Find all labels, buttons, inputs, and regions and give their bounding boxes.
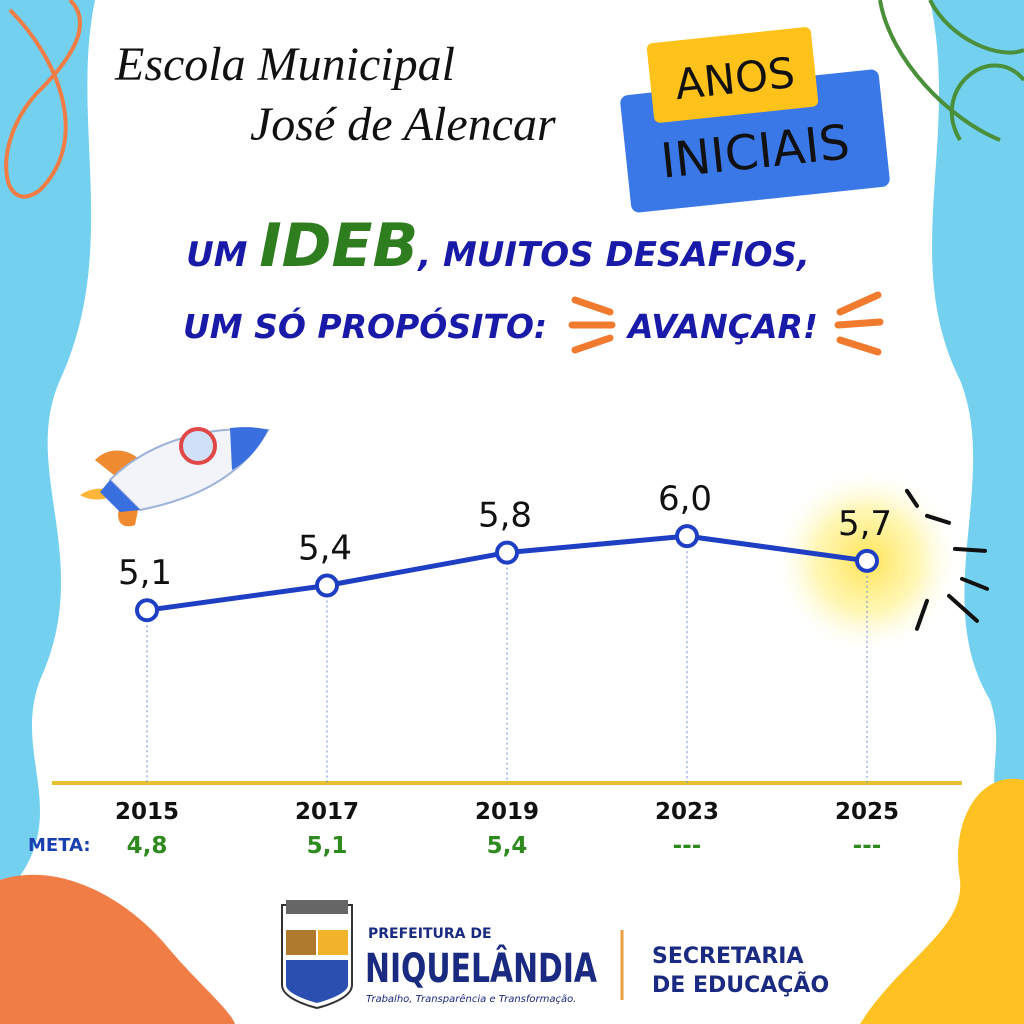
headline-highlight: IDEB — [259, 211, 418, 281]
meta-label: META: — [28, 835, 91, 856]
school-name: Escola Municipal — [114, 38, 455, 91]
burst-line — [947, 593, 979, 623]
burst-line — [925, 513, 951, 525]
data-point — [135, 598, 159, 623]
data-label: 5,4 — [298, 529, 352, 569]
burst-line — [905, 488, 919, 508]
headline-part: UM — [186, 235, 259, 275]
x-tick-label: 2017 — [295, 799, 359, 825]
rocket-icon — [80, 427, 270, 527]
badge-bg — [646, 27, 819, 123]
department: DE EDUCAÇÃO — [652, 972, 829, 998]
headline: AVANÇAR! — [625, 307, 818, 346]
city-name: NIQUELÂNDIA — [365, 944, 597, 992]
meta-value: 4,8 — [127, 833, 168, 859]
headline-part: , MUITOS DESAFIOS, — [416, 235, 810, 275]
burst-line — [915, 598, 929, 631]
x-tick-label: 2025 — [835, 799, 899, 825]
line-chart: 5,1 2015 4,8 5,4 2017 5,1 5,8 2019 5,4 6,0 2023 ---… — [28, 465, 989, 859]
headline: UM SÓ PROPÓSITO: — [183, 306, 547, 346]
slogan: Trabalho, Transparência e Transformação. — [366, 993, 576, 1005]
data-point — [675, 524, 699, 549]
data-point — [855, 548, 879, 573]
x-tick-label: 2023 — [655, 799, 719, 825]
burst-line — [960, 576, 989, 591]
meta-value: 5,4 — [487, 833, 528, 859]
data-label: 5,1 — [118, 553, 172, 593]
meta-value: 5,1 — [307, 833, 348, 859]
data-label: 6,0 — [658, 479, 712, 519]
department: SECRETARIA — [652, 944, 803, 969]
burst-line — [953, 546, 987, 553]
x-tick-label: 2019 — [475, 799, 539, 825]
school-name: José de Alencar — [250, 98, 556, 151]
data-label: 5,7 — [838, 504, 892, 544]
city-prefix: PREFEITURA DE — [368, 926, 492, 942]
data-point — [495, 540, 519, 565]
city-logo — [281, 900, 353, 1010]
accent-lines — [568, 291, 884, 356]
headline: UM IDEB, MUITOS DESAFIOS, — [186, 211, 810, 281]
data-label: 5,8 — [478, 496, 532, 536]
meta-value: --- — [673, 833, 702, 859]
x-tick-label: 2015 — [115, 799, 179, 825]
meta-value: --- — [853, 833, 882, 859]
data-point — [315, 573, 339, 598]
